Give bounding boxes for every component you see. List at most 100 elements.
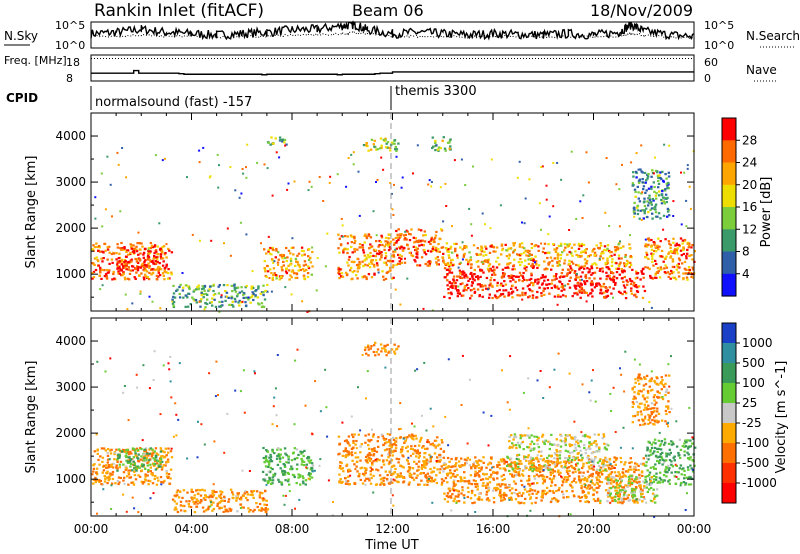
velocity-data-cell	[344, 449, 347, 453]
power-data-cell	[136, 265, 139, 268]
velocity-data-cell	[530, 434, 533, 437]
power-data-cell	[647, 243, 650, 246]
velocity-data-cell	[457, 495, 460, 498]
power-data-cell	[513, 242, 516, 245]
power-data-cell	[373, 145, 376, 148]
power-data-cell	[358, 214, 361, 217]
velocity-data-cell	[147, 454, 150, 457]
velocity-data-cell	[441, 481, 444, 484]
power-data-cell	[635, 152, 638, 155]
velocity-data-cell	[150, 455, 154, 458]
velocity-data-cell	[593, 433, 596, 436]
power-data-cell	[165, 256, 168, 259]
power-data-cell	[406, 230, 409, 233]
power-data-cell	[151, 300, 154, 303]
power-data-cell	[267, 141, 270, 144]
velocity-data-cell	[683, 469, 686, 473]
power-data-cell	[157, 270, 160, 273]
velocity-data-cell	[600, 473, 604, 476]
power-data-cell	[116, 267, 119, 270]
power-data-cell	[553, 248, 556, 251]
velocity-data-cell	[516, 441, 520, 444]
velocity-data-cell	[516, 454, 519, 457]
power-data-cell	[654, 215, 658, 218]
power-data-cell	[119, 269, 122, 272]
power-data-cell	[144, 268, 147, 271]
velocity-data-cell	[553, 452, 557, 455]
power-data-cell	[511, 296, 514, 299]
power-data-cell	[595, 266, 599, 270]
velocity-data-cell	[570, 464, 573, 468]
noise-right-tick-bottom: 10^0	[704, 39, 734, 52]
velocity-data-cell	[495, 489, 498, 492]
velocity-data-cell	[372, 460, 375, 463]
power-data-cell	[384, 240, 387, 243]
power-data-cell	[132, 247, 135, 250]
power-data-cell	[509, 280, 512, 283]
power-data-cell	[441, 256, 444, 259]
velocity-data-cell	[579, 440, 582, 443]
velocity-data-cell	[387, 482, 391, 485]
velocity-data-cell	[525, 459, 528, 462]
power-data-cell	[663, 202, 666, 205]
power-data-cell	[556, 295, 560, 298]
velocity-data-cell	[577, 442, 580, 445]
power-data-cell	[632, 207, 636, 210]
velocity-data-cell	[608, 467, 611, 471]
velocity-data-cell	[423, 463, 426, 466]
power-data-cell	[555, 277, 558, 280]
power-data-cell	[636, 209, 640, 212]
power-data-cell	[448, 256, 451, 259]
velocity-data-cell	[609, 473, 612, 476]
power-data-cell	[414, 246, 418, 249]
power-data-cell	[580, 251, 583, 254]
power-data-cell	[612, 276, 615, 279]
power-data-cell	[148, 252, 152, 255]
velocity-data-cell	[598, 446, 601, 449]
power-data-cell	[103, 269, 106, 272]
power-data-cell	[382, 168, 385, 171]
velocity-data-cell	[375, 450, 379, 453]
power-data-cell	[415, 255, 418, 259]
power-data-cell	[444, 263, 447, 266]
velocity-data-cell	[212, 507, 216, 511]
power-data-cell	[370, 138, 374, 141]
power-data-cell	[117, 270, 120, 273]
power-data-cell	[121, 274, 124, 277]
velocity-data-cell	[174, 506, 177, 509]
power-data-cell	[454, 250, 457, 253]
velocity-data-cell	[634, 468, 638, 471]
power-data-cell	[338, 268, 342, 271]
power-data-cell	[163, 253, 166, 256]
velocity-data-cell	[436, 436, 439, 439]
velocity-data-cell	[117, 476, 121, 479]
power-data-cell	[98, 250, 102, 253]
power-data-cell	[651, 198, 654, 201]
power-data-cell	[280, 265, 283, 269]
velocity-data-cell	[602, 469, 605, 472]
power-data-cell	[500, 293, 503, 296]
power-data-cell	[383, 245, 386, 248]
power-data-cell	[545, 283, 548, 286]
velocity-data-cell	[370, 438, 373, 442]
power-data-cell	[652, 172, 655, 175]
velocity-data-cell	[296, 463, 299, 466]
power-data-cell	[485, 276, 489, 280]
power-data-cell	[240, 301, 243, 304]
power-data-cell	[445, 247, 448, 250]
power-data-cell	[123, 246, 126, 249]
velocity-data-cell	[583, 435, 587, 438]
power-data-cell	[602, 285, 605, 288]
power-data-cell	[487, 288, 490, 291]
velocity-data-cell	[105, 466, 108, 469]
power-data-cell	[275, 277, 278, 280]
velocity-data-cell	[587, 501, 590, 504]
power-data-cell	[587, 294, 590, 297]
power-data-cell	[518, 243, 522, 246]
power-data-cell	[491, 273, 494, 276]
power-data-cell	[551, 259, 554, 262]
velocity-data-cell	[406, 460, 410, 463]
velocity-data-cell	[146, 464, 149, 467]
power-data-cell	[523, 247, 526, 250]
power-data-cell	[512, 278, 515, 281]
